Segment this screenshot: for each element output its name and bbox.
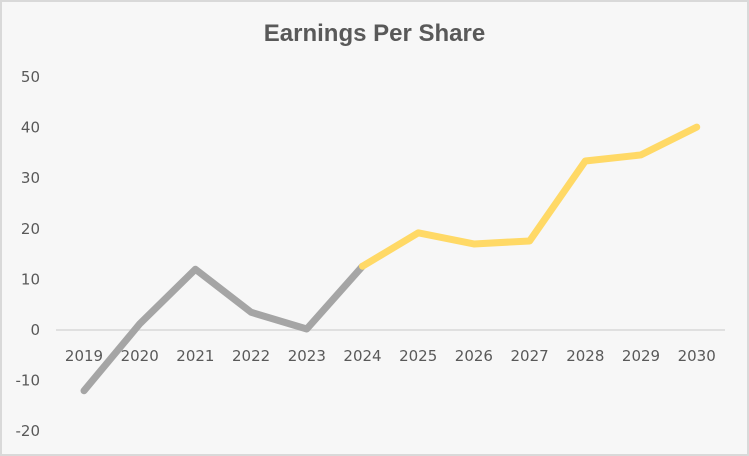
x-tick-label: 2021 <box>176 347 214 365</box>
y-tick-label: 30 <box>21 169 40 187</box>
chart-title: Earnings Per Share <box>263 20 486 47</box>
y-tick-label: 40 <box>21 119 40 137</box>
series-line-forecast <box>359 123 701 270</box>
y-tick-label: 20 <box>21 220 40 238</box>
x-tick-label: 2027 <box>511 347 549 365</box>
y-tick-label: -20 <box>16 422 41 440</box>
x-tick-label: 2019 <box>65 347 103 365</box>
y-tick-label: 0 <box>30 321 40 339</box>
series-line-historical <box>80 262 366 395</box>
y-tick-label: -10 <box>16 372 41 390</box>
y-tick-label: 50 <box>21 68 40 86</box>
x-tick-label: 2022 <box>232 347 270 365</box>
x-tick-label: 2029 <box>622 347 660 365</box>
x-tick-label: 2026 <box>455 347 493 365</box>
x-tick-label: 2023 <box>288 347 326 365</box>
x-tick-label: 2028 <box>566 347 604 365</box>
x-tick-label: 2030 <box>678 347 716 365</box>
y-tick-label: 10 <box>21 270 40 288</box>
x-tick-label: 2024 <box>343 347 381 365</box>
x-tick-label: 2020 <box>121 347 159 365</box>
x-tick-label: 2025 <box>399 347 437 365</box>
